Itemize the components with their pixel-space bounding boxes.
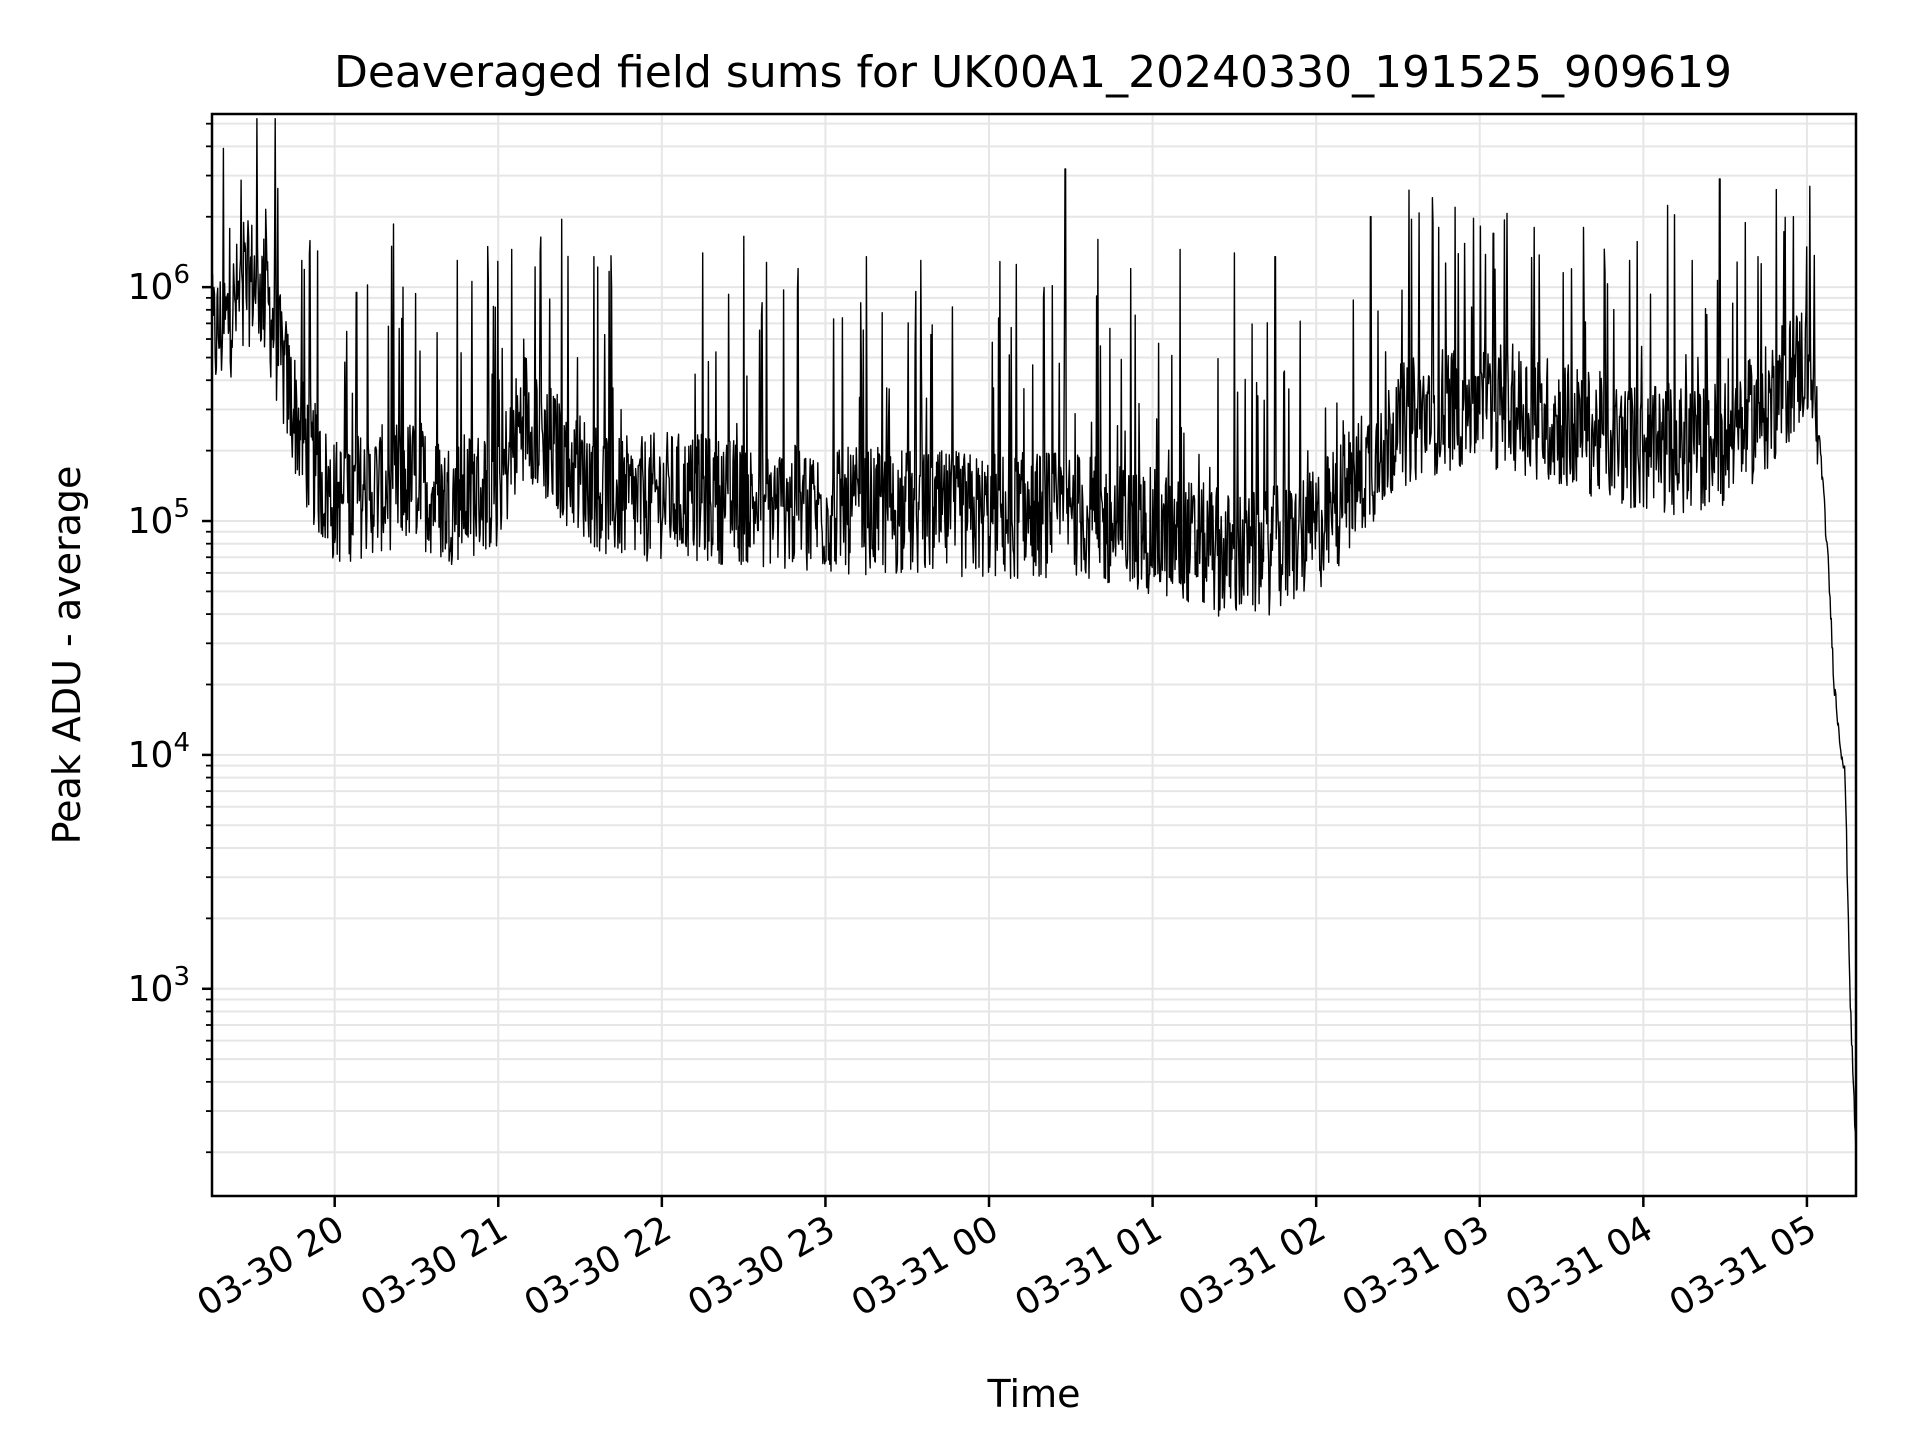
chart-title: Deaveraged field sums for UK00A1_2024033… [334,47,1732,98]
y-tick-base: 10 [128,501,174,542]
x-axis-label: Time [987,1372,1081,1416]
y-tick-label: 106 [128,260,190,308]
x-tick-label: 03-31 02 [1172,1208,1333,1324]
plot-frame [210,112,1858,1198]
x-tick-label: 03-31 04 [1499,1208,1660,1324]
x-tick-label: 03-30 20 [191,1208,352,1324]
x-axis: 03-30 20 03-30 21 03-30 22 03-30 23 03-31 00… [191,1196,1824,1325]
y-tick-label: 103 [128,962,190,1010]
y-tick-exponent: 4 [173,728,190,758]
y-tick-exponent: 3 [173,962,190,992]
grid [212,114,1856,1196]
x-tick-label: 03-30 22 [518,1208,679,1324]
y-tick-exponent: 6 [173,260,190,290]
x-tick-label: 03-31 00 [845,1208,1006,1324]
series-line [211,117,1857,1157]
x-tick-label: 03-31 03 [1336,1208,1497,1324]
x-tick-label: 03-30 21 [354,1208,515,1324]
y-tick-label: 104 [128,728,190,776]
y-tick-exponent: 5 [173,494,190,524]
x-tick-label: 03-31 05 [1663,1208,1824,1324]
y-tick-label: 105 [128,494,190,542]
x-tick-label: 03-30 23 [681,1208,842,1324]
x-tick-label: 03-31 01 [1008,1208,1169,1324]
y-tick-base: 10 [128,969,174,1010]
y-tick-base: 10 [128,735,174,776]
y-axis-label: Peak ADU - average [45,466,89,845]
series-layer [211,117,1857,1157]
y-tick-base: 10 [128,267,174,308]
